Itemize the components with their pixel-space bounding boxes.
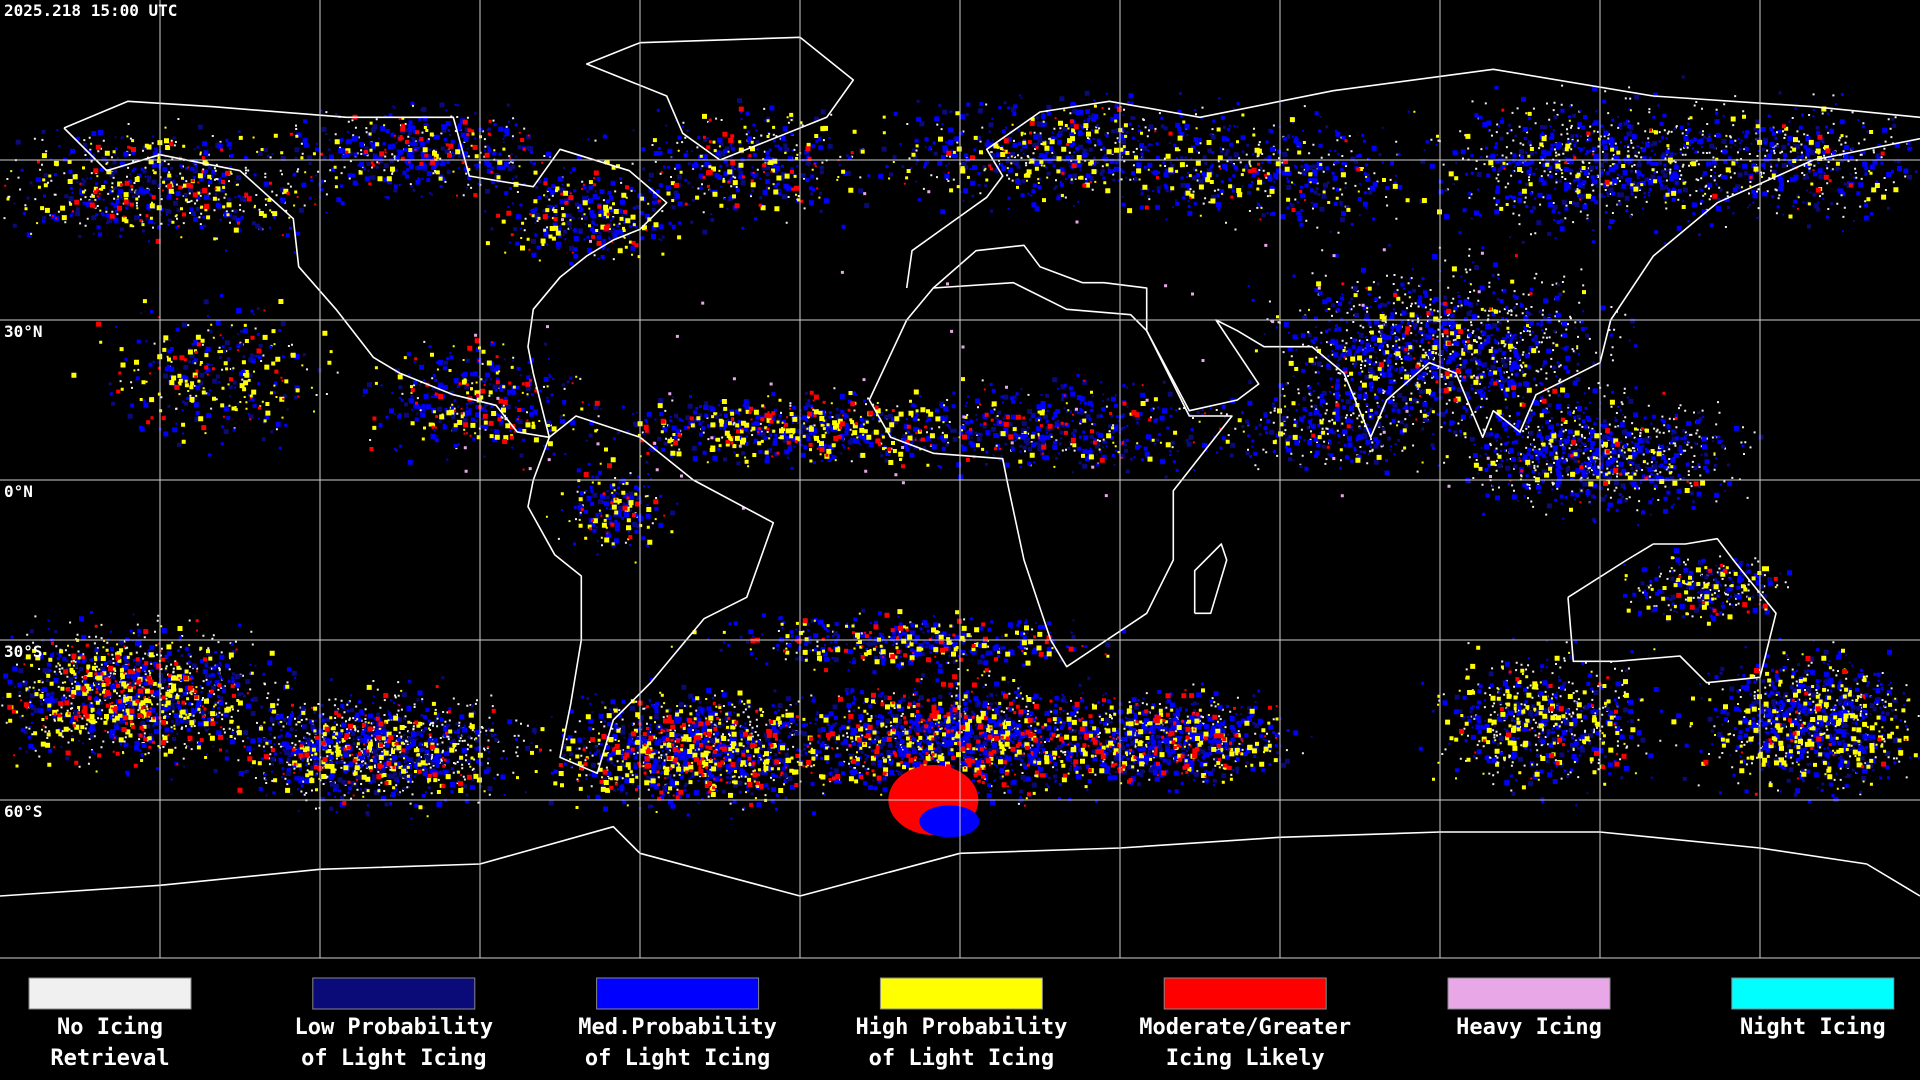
latitude-label: 30°S (4, 642, 43, 661)
legend-swatch (1163, 977, 1327, 1010)
legend-item: High Probability of Light Icing (855, 977, 1067, 1071)
legend-item: Night Icing (1731, 977, 1895, 1040)
legend-label: Icing Likely (1166, 1046, 1325, 1071)
legend-swatch (1731, 977, 1895, 1010)
icing-pixels (2, 75, 1918, 817)
legend-label: Night Icing (1740, 1015, 1886, 1040)
legend-label: High Probability (855, 1015, 1067, 1040)
legend-label: No Icing (57, 1015, 163, 1040)
legend-item: Med.Probability of Light Icing (578, 977, 777, 1071)
legend-item: No Icing Retrieval (28, 977, 192, 1071)
latitude-label: 0°N (4, 482, 33, 501)
coastline (1193, 543, 1228, 615)
timestamp: 2025.218 15:00 UTC (4, 1, 177, 20)
legend-swatch (1447, 977, 1611, 1010)
icing-pixels (6, 104, 1918, 818)
legend-swatch (596, 977, 760, 1010)
latitude-label: 30°N (4, 322, 43, 341)
legend-label: Low Probability (294, 1015, 493, 1040)
legend-item: Moderate/Greater Icing Likely (1139, 977, 1351, 1071)
latitude-label: 60°S (4, 802, 43, 821)
latitude-labels: 30°N 0°N 30°S 60°S (4, 322, 43, 821)
legend-swatch (28, 977, 192, 1010)
legend-item: Low Probability of Light Icing (294, 977, 493, 1071)
legend-item: Heavy Icing (1447, 977, 1611, 1040)
legend-label: Heavy Icing (1456, 1015, 1602, 1040)
legend-label: Moderate/Greater (1139, 1015, 1351, 1040)
legend-swatch (312, 977, 476, 1010)
legend-label: of Light Icing (869, 1046, 1054, 1071)
legend-swatch (879, 977, 1043, 1010)
icing-cluster (919, 805, 980, 838)
legend-label: of Light Icing (585, 1046, 770, 1071)
coastline (932, 137, 1920, 439)
legend-label: of Light Icing (301, 1046, 486, 1071)
coastline (868, 281, 1233, 668)
coastline (63, 100, 668, 439)
icing-pixels (3, 85, 1920, 820)
graticule (0, 0, 1920, 959)
legend-label: Retrieval (50, 1046, 169, 1071)
legend-label: Med.Probability (578, 1015, 777, 1040)
coastline (905, 68, 1920, 289)
legend: No Icing Retrieval Low Probability of Light… (28, 977, 1895, 1071)
coastline (1567, 537, 1777, 684)
coastline (527, 415, 775, 775)
